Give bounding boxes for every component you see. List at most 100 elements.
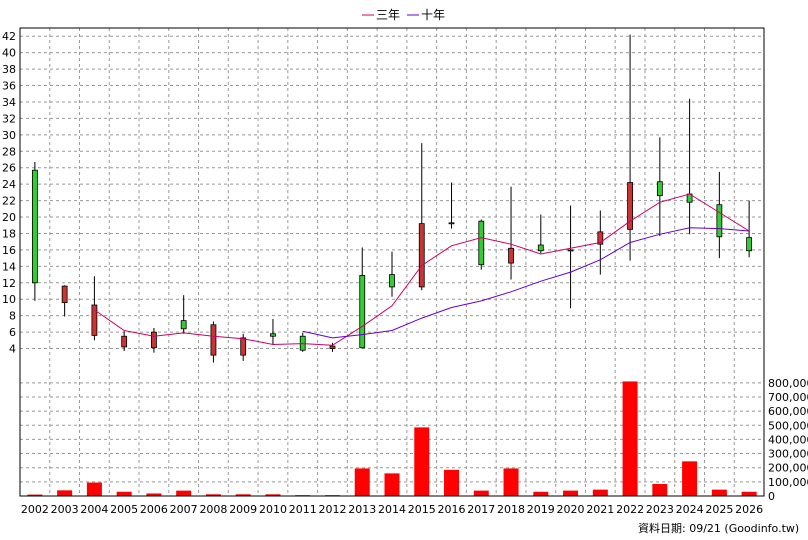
candle-body bbox=[448, 222, 455, 225]
volume-tick-label: 400,000 bbox=[768, 433, 808, 446]
candle-body bbox=[716, 204, 723, 238]
candle-body bbox=[151, 331, 157, 349]
candle-body bbox=[597, 231, 604, 245]
line-series bbox=[94, 193, 750, 346]
price-tick-label: 4 bbox=[9, 343, 16, 356]
volume-bar bbox=[592, 489, 608, 496]
year-tick-label: 2019 bbox=[527, 503, 555, 516]
candle-body bbox=[180, 320, 187, 330]
candle-body bbox=[567, 249, 574, 252]
volume-bar bbox=[57, 490, 73, 496]
price-tick-label: 40 bbox=[2, 47, 16, 60]
year-tick-label: 2016 bbox=[438, 503, 466, 516]
candle-body bbox=[121, 335, 128, 348]
candle-body bbox=[478, 220, 485, 266]
year-tick-label: 2004 bbox=[80, 503, 108, 516]
candle-body bbox=[359, 275, 366, 349]
candle-body bbox=[508, 247, 514, 264]
year-tick-label: 2007 bbox=[170, 503, 198, 516]
candle-body bbox=[61, 285, 68, 303]
year-tick-label: 2006 bbox=[140, 503, 168, 516]
year-tick-label: 2008 bbox=[199, 503, 227, 516]
price-tick-label: 36 bbox=[2, 80, 16, 93]
volume-tick-label: 700,000 bbox=[768, 391, 808, 404]
candle-body bbox=[270, 333, 276, 337]
year-tick-label: 2009 bbox=[229, 503, 257, 516]
volume-bar bbox=[711, 489, 727, 496]
candle-body bbox=[537, 244, 544, 252]
price-tick-label: 24 bbox=[2, 178, 16, 191]
year-tick-label: 2012 bbox=[318, 503, 346, 516]
year-tick-label: 2026 bbox=[735, 503, 763, 516]
volume-grid bbox=[20, 382, 764, 483]
line-series bbox=[302, 227, 750, 339]
volume-bar bbox=[652, 483, 668, 496]
volume-bar bbox=[444, 469, 460, 496]
candle-body bbox=[240, 337, 247, 356]
year-tick-label: 2015 bbox=[408, 503, 436, 516]
price-tick-label: 30 bbox=[2, 129, 16, 142]
candle-body bbox=[329, 345, 336, 349]
candle-body bbox=[389, 274, 395, 288]
price-tick-label: 12 bbox=[2, 277, 16, 290]
price-tick-label: 16 bbox=[2, 244, 16, 257]
price-tick-label: 8 bbox=[9, 310, 16, 323]
volume-bar bbox=[146, 493, 162, 496]
year-tick-label: 2018 bbox=[497, 503, 525, 516]
candle-body bbox=[418, 223, 425, 288]
volume-tick-label: 100,000 bbox=[768, 476, 808, 489]
source-note: 資料日期: 09/21 (Goodinfo.tw) bbox=[638, 521, 799, 535]
volume-tick-label: 800,000 bbox=[768, 377, 808, 390]
candle-body bbox=[210, 324, 217, 356]
price-tick-label: 32 bbox=[2, 112, 16, 125]
volume-bar bbox=[384, 473, 400, 496]
volume-bar bbox=[414, 427, 430, 496]
year-tick-label: 2010 bbox=[259, 503, 287, 516]
volume-tick-label: 0 bbox=[768, 490, 775, 503]
plot-frame bbox=[19, 27, 765, 497]
candle-body bbox=[746, 237, 753, 252]
volume-tick-label: 600,000 bbox=[768, 405, 808, 418]
volume-bar bbox=[473, 490, 489, 496]
volume-bar bbox=[265, 494, 281, 496]
volume-bar bbox=[503, 468, 519, 496]
price-tick-label: 14 bbox=[2, 260, 16, 273]
price-tick-label: 18 bbox=[2, 227, 16, 240]
year-tick-label: 2023 bbox=[646, 503, 674, 516]
price-tick-label: 10 bbox=[2, 293, 16, 306]
year-tick-label: 2014 bbox=[378, 503, 406, 516]
volume-bar bbox=[354, 468, 370, 496]
volume-bar bbox=[682, 461, 698, 496]
volume-bar bbox=[176, 490, 192, 496]
year-tick-label: 2021 bbox=[586, 503, 614, 516]
price-tick-label: 34 bbox=[2, 96, 16, 109]
year-tick-label: 2022 bbox=[616, 503, 644, 516]
volume-bar bbox=[622, 381, 638, 496]
price-tick-label: 20 bbox=[2, 211, 16, 224]
candle-body bbox=[91, 304, 98, 336]
moving-average-lines bbox=[94, 193, 750, 346]
candle-body bbox=[31, 169, 38, 284]
year-tick-label: 2013 bbox=[348, 503, 376, 516]
price-tick-label: 6 bbox=[9, 326, 16, 339]
volume-bar bbox=[27, 494, 43, 496]
price-axis: 4 6 8 10 12 14 16 18 20 22 24 26 28 30 32 34 36 38 40 42 bbox=[2, 30, 16, 355]
year-tick-label: 2003 bbox=[51, 503, 79, 516]
year-tick-label: 2005 bbox=[110, 503, 138, 516]
year-tick-label: 2017 bbox=[467, 503, 495, 516]
year-tick-label: 2025 bbox=[705, 503, 733, 516]
volume-tick-label: 500,000 bbox=[768, 419, 808, 432]
year-tick-label: 2011 bbox=[289, 503, 317, 516]
price-tick-label: 26 bbox=[2, 162, 16, 175]
volume-bar bbox=[116, 491, 132, 496]
year-axis: 2002 2003 2004 2005 2006 2007 2008 2009 2010 2011… bbox=[21, 503, 763, 516]
legend-label-3yr: 三年 bbox=[376, 8, 400, 22]
price-tick-label: 22 bbox=[2, 195, 16, 208]
year-tick-label: 2002 bbox=[21, 503, 49, 516]
volume-bar bbox=[86, 482, 102, 496]
legend: 三年 十年 bbox=[362, 8, 445, 22]
legend-label-10yr: 十年 bbox=[421, 8, 445, 22]
price-tick-label: 28 bbox=[2, 145, 16, 158]
